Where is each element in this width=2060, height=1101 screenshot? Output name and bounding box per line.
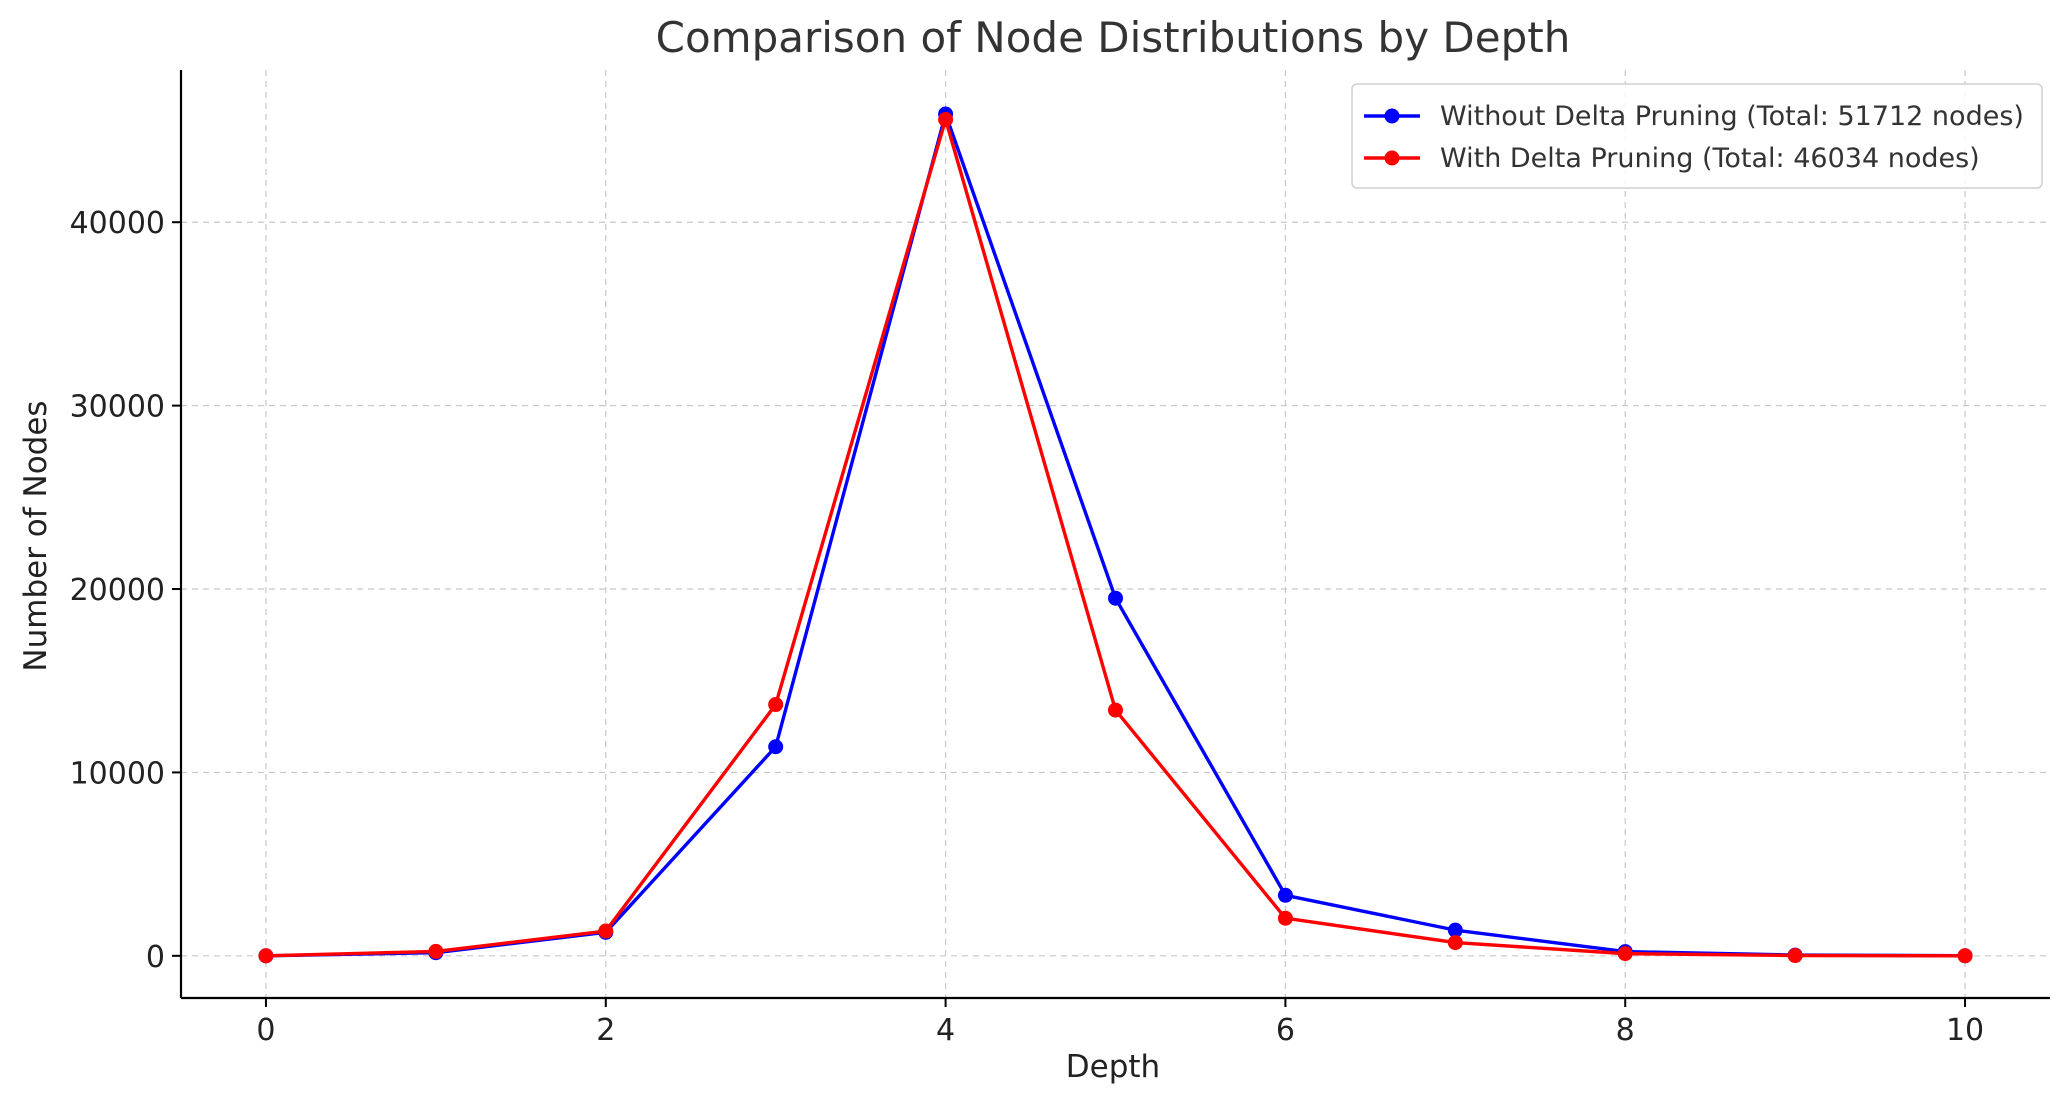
legend-item: With Delta Pruning (Total: 46034 nodes) xyxy=(1364,143,1980,174)
data-point xyxy=(1617,946,1633,962)
series-0 xyxy=(258,106,1973,964)
legend-item: Without Delta Pruning (Total: 51712 node… xyxy=(1364,101,2024,132)
series-layer xyxy=(258,106,1973,964)
y-tick-label: 20000 xyxy=(70,573,165,608)
x-tick-label: 4 xyxy=(936,1013,955,1048)
y-tick-label: 30000 xyxy=(70,390,165,425)
series-1 xyxy=(258,112,1973,964)
legend-frame xyxy=(1351,83,2043,189)
y-tick-label: 40000 xyxy=(70,206,165,241)
x-tick-label: 6 xyxy=(1276,1013,1295,1048)
data-point xyxy=(1277,887,1293,903)
legend-label: Without Delta Pruning (Total: 51712 node… xyxy=(1440,101,2024,132)
axes: 0 2 4 6 8 10 0 10000 20000 30000 40000 xyxy=(70,70,2050,1048)
x-tick-label: 8 xyxy=(1616,1013,1635,1048)
series-line xyxy=(264,117,1967,958)
data-point xyxy=(1957,948,1973,964)
y-tick-label: 0 xyxy=(146,940,165,975)
data-point xyxy=(1787,948,1803,964)
data-point xyxy=(428,943,444,959)
y-axis-label: Number of Nodes xyxy=(18,400,54,671)
grid xyxy=(181,70,2050,998)
data-point xyxy=(1277,910,1293,926)
y-tick-label: 10000 xyxy=(70,756,165,791)
series-line xyxy=(264,112,1967,958)
data-point xyxy=(598,923,614,939)
data-point xyxy=(768,697,784,713)
data-point xyxy=(1447,922,1463,938)
data-point xyxy=(1108,702,1123,718)
x-axis-label: Depth xyxy=(1066,1049,1160,1085)
data-point xyxy=(768,739,784,755)
legend: Without Delta Pruning (Total: 51712 node… xyxy=(1351,83,2043,189)
legend-label: With Delta Pruning (Total: 46034 nodes) xyxy=(1440,143,1980,174)
x-tick-label: 10 xyxy=(1946,1013,1984,1048)
data-point xyxy=(1108,590,1123,606)
chart-title: Comparison of Node Distributions by Dept… xyxy=(656,13,1571,62)
data-point xyxy=(1447,935,1463,951)
data-point xyxy=(258,948,274,964)
data-point xyxy=(938,112,954,128)
legend-marker-swatch xyxy=(1384,150,1400,166)
legend-marker-swatch xyxy=(1384,108,1400,124)
x-tick-label: 0 xyxy=(256,1013,275,1048)
x-tick-label: 2 xyxy=(596,1013,615,1048)
